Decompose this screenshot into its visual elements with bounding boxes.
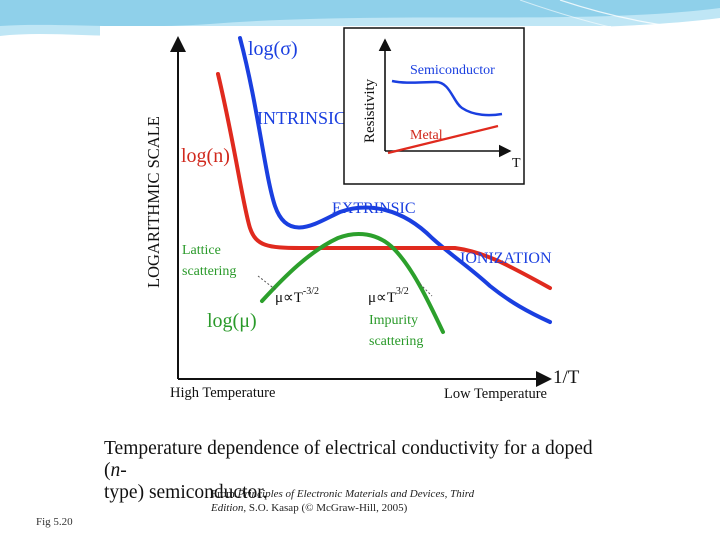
x-left-label: High Temperature (170, 385, 275, 401)
conductivity-diagram: LOGARITHMIC SCALE 1/T High Temperature L… (144, 27, 580, 402)
mobility-curve (260, 232, 445, 334)
x-right-label: Low Temperature (444, 386, 547, 402)
source-citation: From Principles of Electronic Materials … (211, 488, 475, 514)
log-mu-label: log(μ) (207, 310, 257, 332)
metal-label: Metal (410, 128, 443, 143)
log-n-label: log(n) (181, 145, 230, 167)
mu-impurity-law: μ∝T3/2 (368, 286, 409, 306)
intrinsic-label: INTRINSIC (257, 108, 346, 128)
inset-y-label: Resistivity (362, 78, 378, 143)
figure-caption: Temperature dependence of electrical con… (104, 438, 593, 503)
semiconductor-curve (391, 79, 503, 117)
y-axis-label: LOGARITHMIC SCALE (144, 116, 163, 288)
conductivity-curve (238, 36, 552, 324)
mu-lattice-law: μ∝T-3/2 (275, 286, 319, 306)
impurity-leader-line (419, 283, 433, 297)
resistivity-inset: Resistivity T Semiconductor Metal (343, 27, 525, 185)
x-axis-label: 1/T (553, 367, 580, 388)
ionization-label: IONIZATION (460, 250, 552, 267)
extrinsic-label: EXTRINSIC (332, 200, 416, 217)
carrier-concentration-curve (216, 72, 552, 290)
inset-x-label: T (512, 156, 521, 171)
lattice-scattering-label: Lattice scattering (182, 243, 236, 279)
impurity-scattering-label: Impurity scattering (369, 313, 423, 349)
metal-line (387, 124, 499, 155)
figure-number: Fig 5.20 (36, 516, 73, 528)
figure-panel: LOGARITHMIC SCALE 1/T High Temperature L… (100, 26, 611, 480)
log-sigma-label: log(σ) (248, 38, 298, 60)
semiconductor-label: Semiconductor (410, 63, 495, 78)
